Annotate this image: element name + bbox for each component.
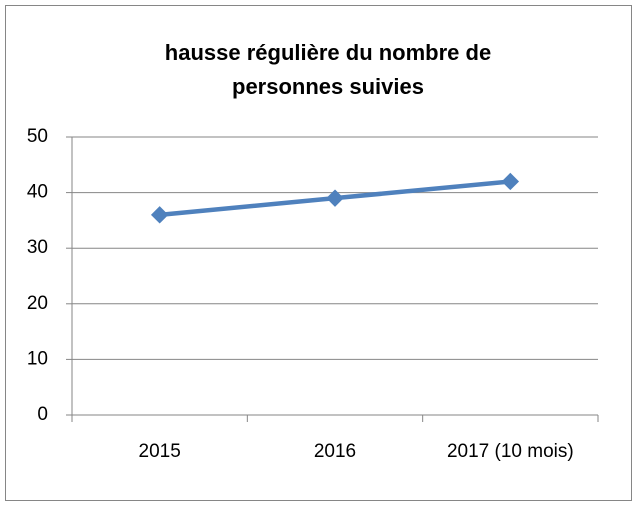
marker: [501, 172, 520, 191]
x-tick-label: 2016: [314, 441, 356, 462]
marker: [326, 189, 344, 207]
y-tick-label: 50: [27, 126, 48, 147]
chart-border: [5, 5, 632, 501]
y-tick-label: 30: [27, 237, 48, 258]
y-tick-label: 20: [27, 293, 48, 314]
x-tick-label: 2015: [139, 441, 181, 462]
y-tick-label: 0: [37, 404, 48, 425]
y-tick-label: 10: [27, 348, 48, 369]
x-tick-label: 2017 (10 mois): [447, 441, 574, 462]
y-tick-label: 40: [27, 182, 48, 203]
marker: [150, 206, 169, 224]
chart-title: hausse régulière du nombre de personnes …: [164, 40, 492, 99]
